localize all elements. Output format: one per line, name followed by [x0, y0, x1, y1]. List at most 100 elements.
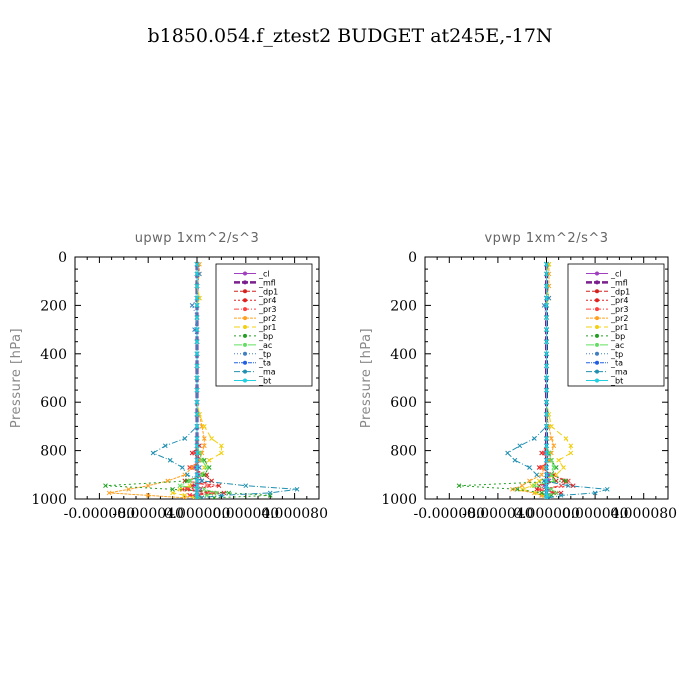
series-point-ma: [294, 486, 300, 492]
series-point-bt: [194, 483, 200, 489]
y-tick-label: 600: [40, 395, 67, 411]
series-point-bt: [544, 271, 549, 277]
series-point-ma: [531, 436, 537, 441]
legend-label-cl: _cl: [258, 269, 270, 278]
series-point-bp: [514, 486, 520, 492]
y-tick-label: 800: [390, 444, 417, 460]
series-point-bt: [194, 375, 200, 381]
series-point-ac: [201, 486, 207, 492]
series-point-bt: [544, 486, 549, 492]
legend-label-bp: _bp: [610, 332, 625, 341]
series-point-pr2: [549, 436, 554, 441]
series-point-bt: [194, 327, 200, 332]
legend-marker-dp1: [595, 289, 599, 294]
legend-label-pr1: _pr1: [610, 323, 628, 332]
y-tick-label: 200: [390, 298, 417, 314]
series-point-bt: [544, 327, 549, 332]
series-point-bt: [544, 472, 549, 478]
x-tick-label: 0.000080: [610, 506, 677, 522]
series-point-pr1: [170, 490, 175, 496]
legend-marker-mfl: [243, 280, 247, 285]
series-point-bp: [456, 483, 462, 489]
series-point-bt: [544, 443, 549, 449]
y-tick-label: 1000: [381, 492, 417, 508]
series-point-ac: [531, 483, 537, 489]
legend-marker-tp: [243, 351, 247, 356]
legend-marker-ac: [595, 342, 599, 347]
legend-marker-cl: [595, 271, 599, 276]
series-point-ac: [549, 472, 554, 478]
series-point-bt: [194, 315, 200, 320]
series-point-bt: [544, 399, 549, 405]
legend-label-ma: _ma: [258, 368, 276, 377]
series-point-ma: [184, 472, 190, 478]
series-point-pr1: [561, 465, 566, 470]
x-tick-label: -0.000080: [414, 506, 486, 522]
legend-label-pr4: _pr4: [258, 296, 276, 305]
legend-label-ma: _ma: [610, 368, 628, 377]
series-point-bt: [544, 450, 549, 456]
legend-label-pr2: _pr2: [258, 314, 276, 323]
y-axis-label: Pressure [hPa]: [359, 328, 374, 428]
series-point-pr2: [106, 490, 112, 496]
legend-label-cl: _cl: [610, 269, 622, 278]
legend-label-bp: _bp: [258, 332, 273, 341]
series-group: [456, 261, 610, 499]
series-point-ma: [592, 490, 598, 496]
legend-label-bt: _bt: [610, 377, 623, 386]
legend-marker-ma: [595, 369, 599, 374]
series-point-tp: [189, 303, 195, 308]
figure-title: b1850.054.f_ztest2 BUDGET at245E,-17N: [147, 25, 552, 47]
series-point-bt: [544, 411, 549, 417]
series-point-bt: [544, 478, 549, 484]
series-point-ma: [505, 450, 510, 456]
series-point-pr1: [187, 483, 193, 489]
legend-marker-ta: [243, 360, 247, 365]
legend-marker-mfl: [595, 280, 599, 285]
legend-marker-pr4: [595, 298, 599, 303]
series-point-pr2: [145, 493, 151, 498]
series-point-pr1: [209, 436, 214, 441]
series-point-ac: [553, 490, 559, 496]
series-point-bp: [563, 478, 569, 484]
series-point-bt: [544, 465, 549, 470]
legend-label-mfl: _mfl: [610, 278, 628, 287]
series-point-bt: [194, 339, 200, 345]
legend-marker-bp: [595, 333, 599, 338]
series-point-bt: [194, 443, 200, 449]
legend-marker-cl: [243, 271, 247, 276]
series-point-bt: [544, 315, 549, 320]
series-point-ac: [187, 478, 193, 484]
series-point-pr4: [216, 483, 222, 489]
series-point-pr1: [219, 450, 224, 456]
series-point-pr3: [206, 483, 212, 489]
series-point-ac: [177, 483, 183, 489]
series-point-ac: [214, 490, 219, 496]
legend-marker-ta: [595, 360, 599, 365]
legend-marker-bt: [243, 378, 247, 383]
series-point-ma: [534, 472, 540, 478]
panel-upwp: upwp 1xm^2/s^3 Pressure [hPa] 0 200 400 600 80…: [9, 231, 328, 522]
legend-label-ac: _ac: [258, 341, 272, 350]
legend-label-ta: _ta: [258, 359, 271, 368]
legend-label-tp: _tp: [610, 350, 623, 359]
series-point-bt: [194, 283, 200, 289]
series-point-pr1: [568, 443, 574, 449]
panel-title: vpwp 1xm^2/s^3: [484, 231, 608, 246]
series-point-bp: [539, 490, 544, 496]
series-point-ma: [566, 483, 571, 489]
legend-label-pr1: _pr1: [258, 323, 276, 332]
series-point-bt: [194, 295, 200, 301]
series-point-bt: [544, 424, 549, 429]
series-point-bt: [194, 351, 200, 357]
series-point-ma: [182, 436, 188, 441]
legend-marker-ac: [243, 342, 247, 347]
legend-marker-bp: [243, 333, 247, 338]
series-point-bt: [194, 457, 200, 463]
legend-marker-ma: [243, 369, 247, 374]
legend-label-mfl: _mfl: [258, 278, 276, 287]
series-point-bt: [544, 339, 549, 345]
series-point-pr2: [145, 483, 151, 489]
series-point-bt: [194, 450, 200, 456]
series-point-pr2: [126, 486, 132, 492]
